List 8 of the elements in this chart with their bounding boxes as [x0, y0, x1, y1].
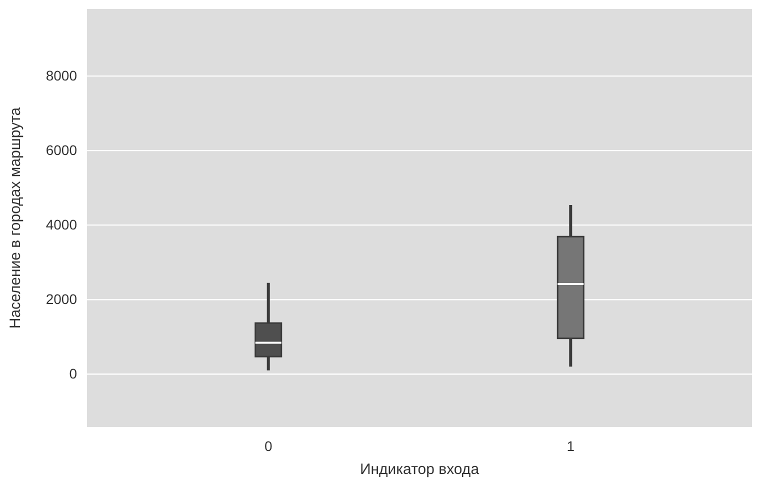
x-axis-title: Индикатор входа: [360, 461, 480, 478]
y-tick-label: 6000: [46, 142, 78, 158]
y-tick-label: 4000: [46, 216, 78, 233]
x-tick-label: 1: [566, 438, 575, 454]
y-tick-label: 8000: [46, 68, 78, 84]
y-tick-label: 0: [69, 366, 78, 382]
y-tick-label: 2000: [46, 291, 78, 308]
y-axis-title: Население в городах маршрута: [7, 106, 24, 329]
